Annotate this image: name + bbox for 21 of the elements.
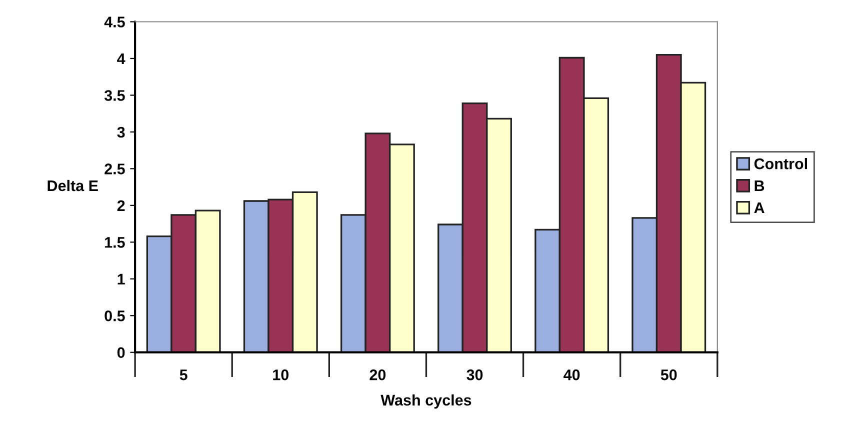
x-axis-title: Wash cycles <box>380 394 472 409</box>
x-tick-label: 5 <box>180 370 188 380</box>
legend-label: A <box>754 202 764 214</box>
y-tick-label: 4 <box>117 54 126 64</box>
y-tick-label: 2.5 <box>104 164 125 174</box>
y-tick-label: 3.5 <box>104 90 125 101</box>
y-tick-label: 0 <box>117 347 125 358</box>
x-tick-label: 40 <box>564 369 580 380</box>
legend-label: B <box>754 180 764 192</box>
y-tick-label: 1 <box>118 274 125 284</box>
x-tick-label: 30 <box>466 369 483 380</box>
legend-label: Control <box>754 158 808 170</box>
y-tick-label: 1.5 <box>105 237 125 248</box>
y-tick-label: 4.5 <box>104 16 125 28</box>
x-tick-label: 50 <box>660 369 677 380</box>
y-tick-label: 2 <box>117 200 125 211</box>
x-tick-label: 20 <box>370 369 386 380</box>
y-axis-title: Delta E <box>48 180 98 192</box>
x-tick-label: 10 <box>273 369 288 380</box>
y-tick-label: 0.5 <box>104 310 125 322</box>
y-tick-label: 3 <box>117 126 125 138</box>
